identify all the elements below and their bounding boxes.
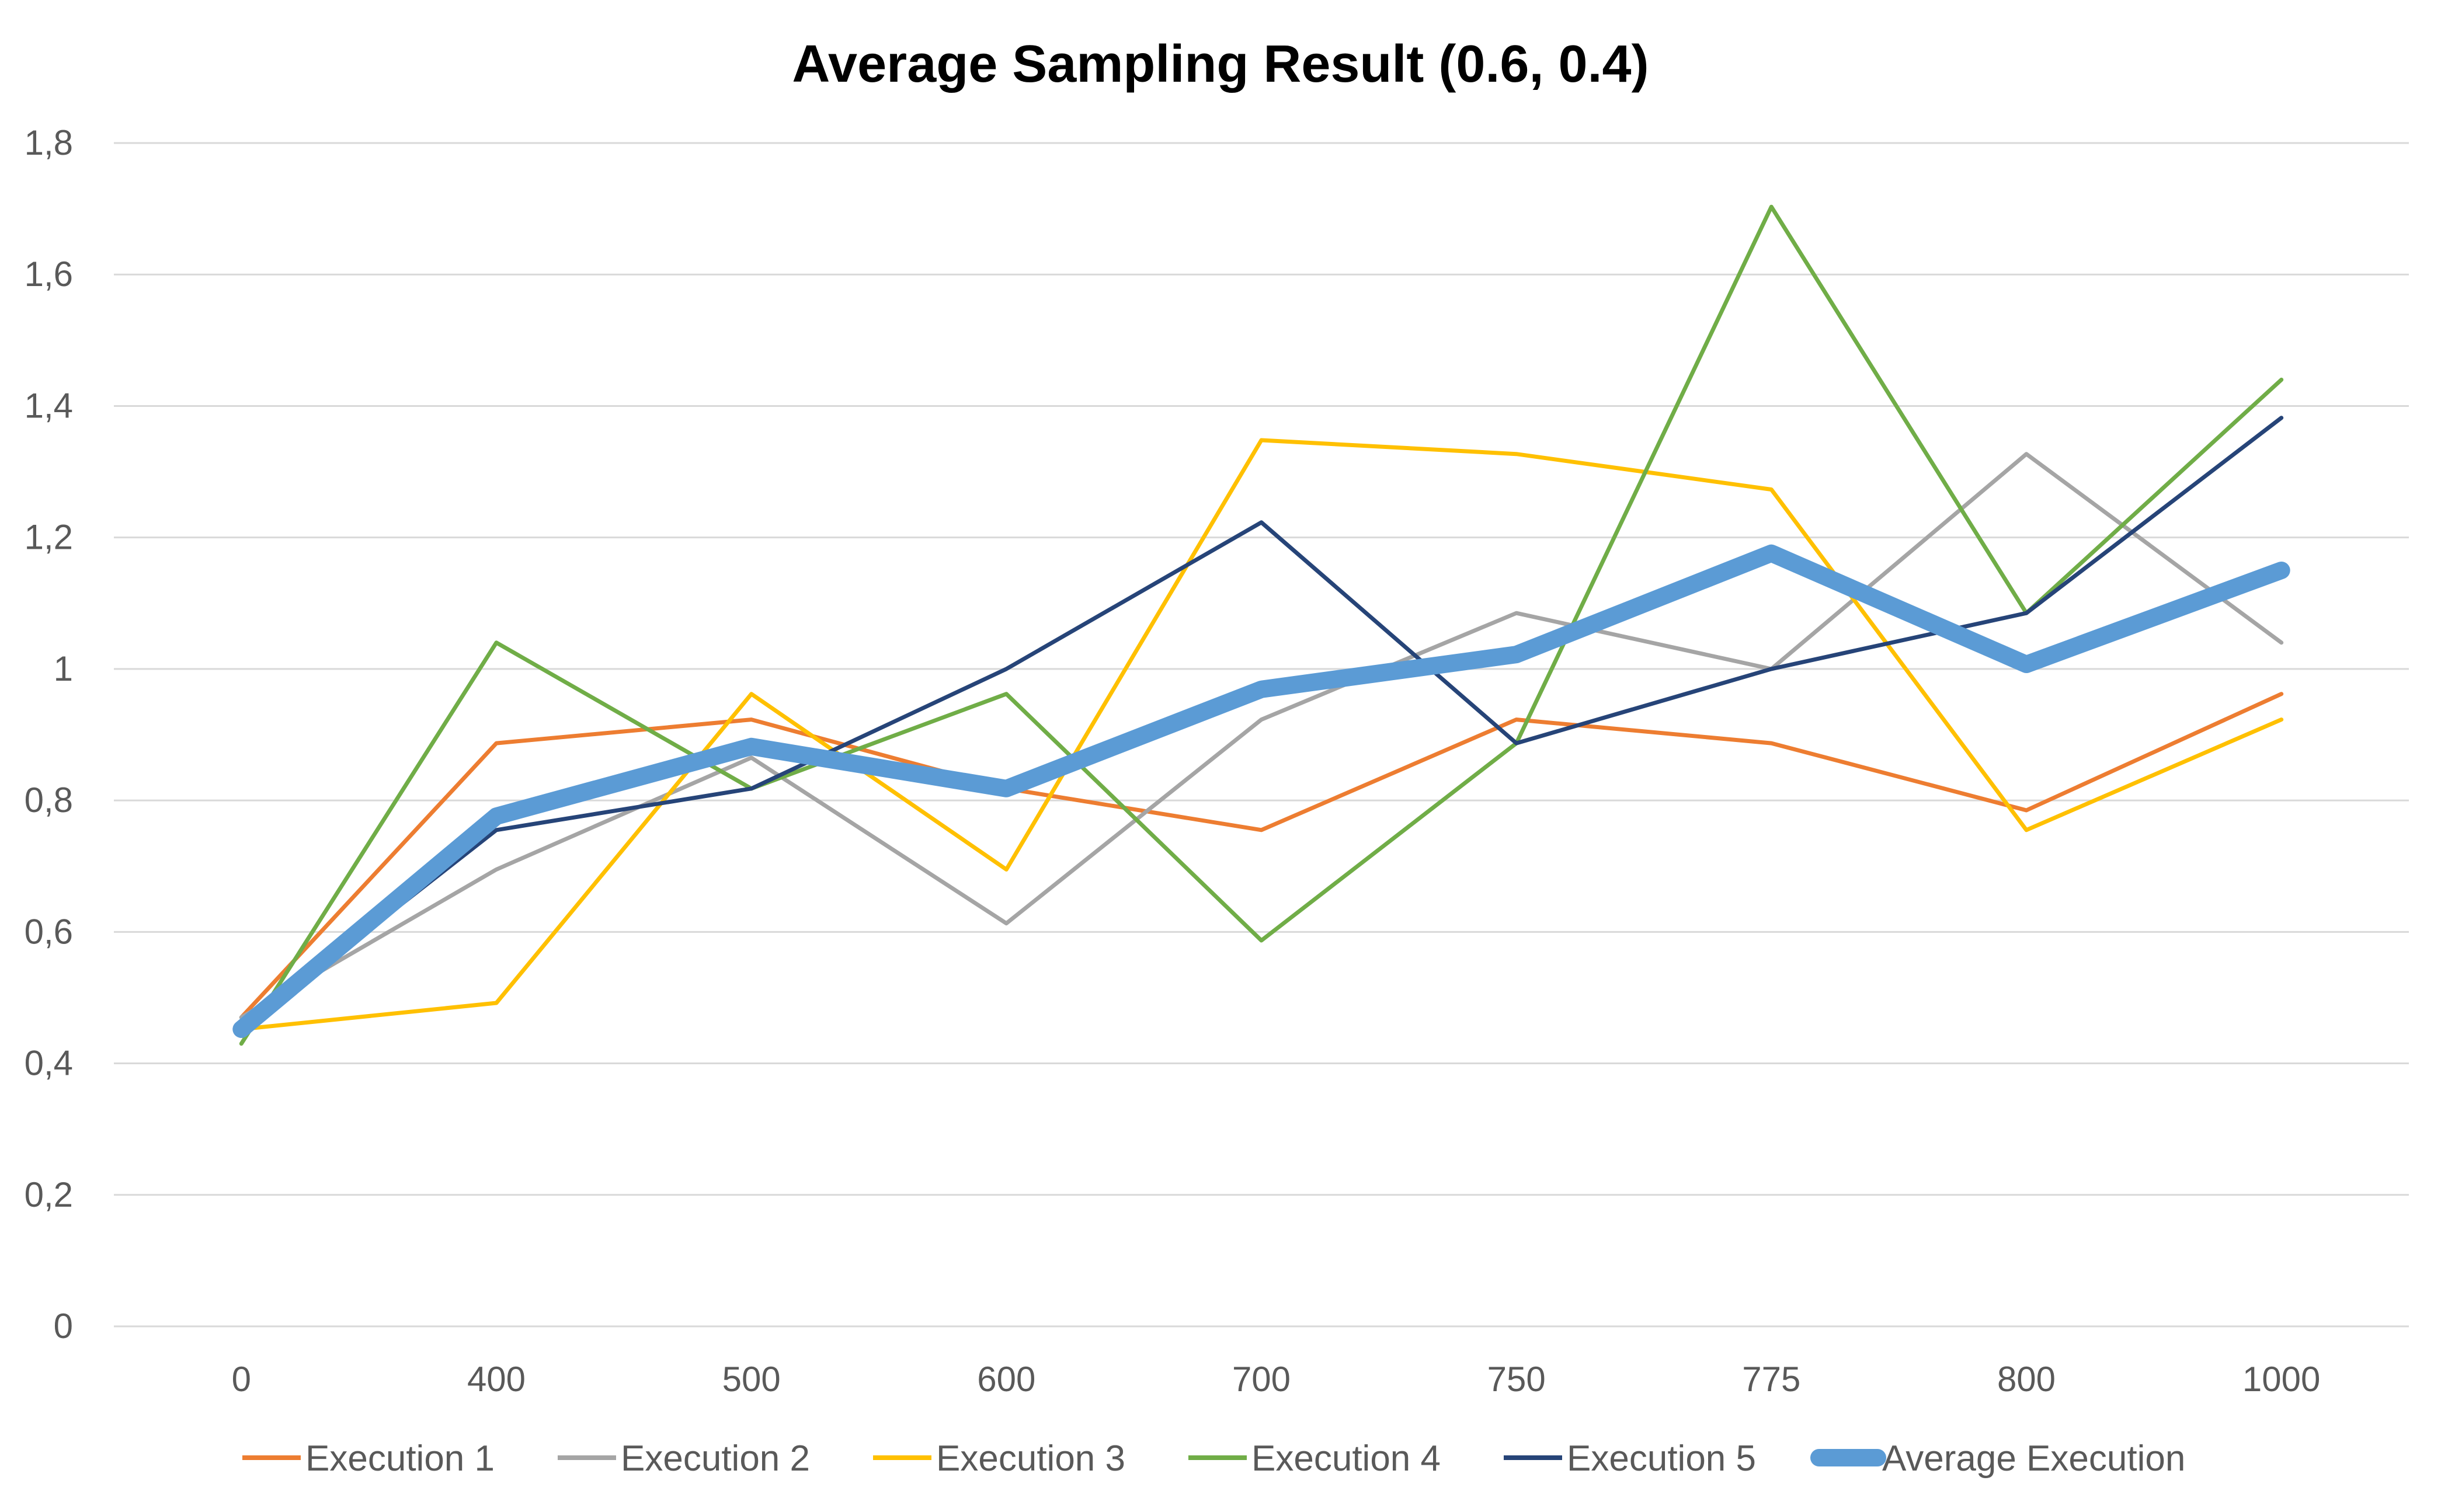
x-tick-label: 700 [1232, 1360, 1291, 1399]
legend-label: Average Execution [1882, 1438, 2185, 1479]
x-tick-label: 775 [1742, 1360, 1800, 1399]
series-line-execution-1 [239, 692, 2284, 1020]
y-tick-label: 0,4 [25, 1044, 73, 1083]
y-axis-ticks: 0 0,2 0,4 0,6 0,8 1 1,2 1,4 1,6 1,8 [25, 123, 73, 1346]
legend-label: Execution 5 [1567, 1438, 1756, 1479]
gridlines [114, 142, 2409, 1328]
series-line-execution-5 [239, 416, 2284, 1032]
legend-item-execution-1: Execution 1 [242, 1438, 495, 1479]
x-tick-label: 800 [1997, 1360, 2056, 1399]
y-tick-label: 1 [54, 649, 73, 688]
legend-item-execution-5: Execution 5 [1504, 1438, 1756, 1479]
x-tick-label: 750 [1487, 1360, 1546, 1399]
y-tick-label: 1,6 [25, 255, 73, 294]
x-tick-label: 1000 [2242, 1360, 2320, 1399]
y-tick-label: 1,2 [25, 518, 73, 557]
legend-item-execution-2: Execution 2 [558, 1438, 810, 1479]
chart-title: Average Sampling Result (0.6, 0.4) [792, 35, 1649, 93]
y-tick-label: 0,6 [25, 912, 73, 951]
series-line-execution-2 [239, 452, 2284, 1020]
x-tick-label: 500 [722, 1360, 781, 1399]
series-lines [232, 204, 2290, 1046]
series-line-execution-4 [239, 204, 2284, 1046]
series-line-execution-3 [239, 438, 2284, 1032]
y-tick-label: 0 [54, 1307, 73, 1346]
legend-label: Execution 2 [621, 1438, 810, 1479]
x-axis-ticks: 0 400 500 600 700 750 775 800 1000 [232, 1360, 2321, 1399]
y-tick-label: 0,2 [25, 1175, 73, 1214]
legend-item-average-execution: Average Execution [1810, 1438, 2185, 1479]
x-tick-label: 400 [467, 1360, 526, 1399]
y-tick-label: 0,8 [25, 781, 73, 820]
legend-item-execution-3: Execution 3 [873, 1438, 1125, 1479]
legend-item-execution-4: Execution 4 [1188, 1438, 1441, 1479]
legend-label: Execution 3 [936, 1438, 1125, 1479]
y-tick-label: 1,4 [25, 386, 73, 425]
legend: Execution 1 Execution 2 Execution 3 Executi… [242, 1438, 2185, 1479]
x-tick-label: 0 [232, 1360, 251, 1399]
series-line-average-execution [232, 544, 2290, 1038]
x-tick-label: 600 [977, 1360, 1035, 1399]
y-tick-label: 1,8 [25, 123, 73, 162]
legend-label: Execution 1 [305, 1438, 495, 1479]
legend-label: Execution 4 [1251, 1438, 1441, 1479]
